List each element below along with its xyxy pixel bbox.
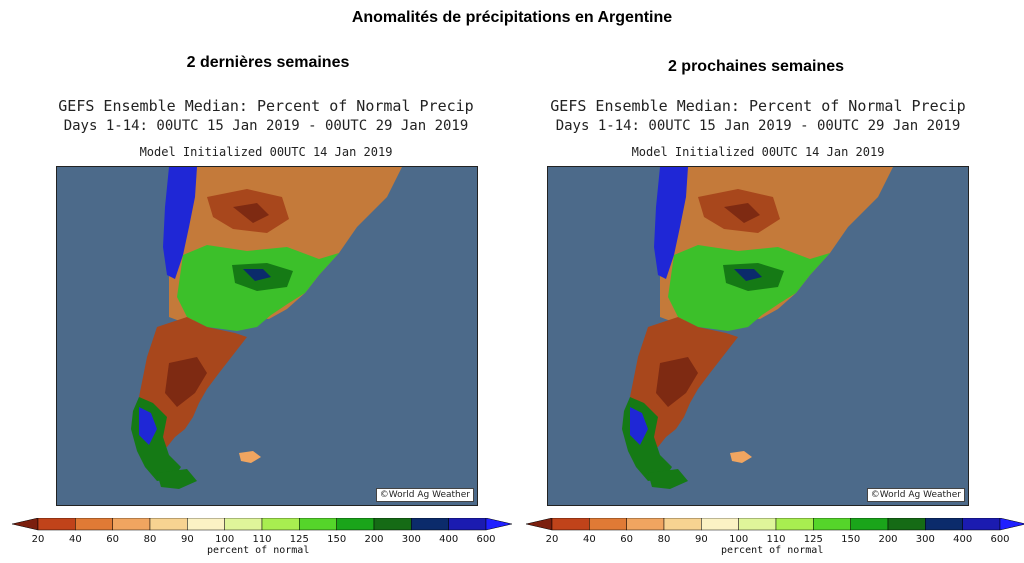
colorbar-band [261, 517, 300, 531]
colorbar-band [626, 517, 665, 531]
colorbar-band [448, 517, 487, 531]
colorbar-band [37, 517, 76, 531]
legend-tick-label: 600 [990, 534, 1010, 545]
colorbar-band [663, 517, 702, 531]
legend-tick-label: 400 [439, 534, 459, 545]
map-drawing [548, 167, 968, 505]
colorbar-band [589, 517, 627, 531]
colorbar-band [813, 517, 851, 531]
precip-anomaly-map: ©World Ag Weather [547, 166, 969, 506]
colorbar-band [850, 517, 889, 531]
legend-tick-label: 200 [364, 534, 384, 545]
legend-tick-label: 600 [476, 534, 496, 545]
colorbar [525, 517, 1024, 531]
legend-tick-label: 90 [180, 534, 194, 545]
legend-tick-label: 60 [620, 534, 634, 545]
panel-heading: 2 dernières semaines [186, 54, 350, 71]
legend-tick-label: 20 [31, 534, 45, 545]
legend-tick-label: 125 [803, 534, 823, 545]
legend-tick-label: 150 [327, 534, 347, 545]
colorbar-band [925, 517, 963, 531]
colorbar-band [336, 517, 375, 531]
map-credit: ©World Ag Weather [866, 488, 965, 502]
legend-tick-label: 150 [841, 534, 861, 545]
colorbar [11, 517, 513, 531]
panel-heading: 2 prochaines semaines [667, 58, 845, 75]
legend-tick-label: 125 [289, 534, 309, 545]
map-title: GEFS Ensemble Median: Percent of Normal … [58, 97, 474, 115]
legend-tick-label: 300 [915, 534, 935, 545]
map-credit: ©World Ag Weather [375, 488, 474, 502]
colorbar-bands [37, 517, 487, 531]
colorbar-band [738, 517, 777, 531]
map-subtitle: Days 1-14: 00UTC 15 Jan 2019 - 00UTC 29 … [555, 118, 961, 134]
map-title: GEFS Ensemble Median: Percent of Normal … [550, 97, 966, 115]
colorbar-band [299, 517, 337, 531]
colorbar-band [411, 517, 449, 531]
legend-tick-label: 20 [545, 534, 559, 545]
panel-last-two-weeks: 2 dernières semaines GEFS Ensemble Media… [11, 54, 513, 558]
legend-colorbar: 20 40 60 80 90 100 110 125 150 200 300 400 600 perce… [11, 517, 513, 558]
colorbar-band [701, 517, 739, 531]
legend-tick-label: 400 [953, 534, 973, 545]
legend-colorbar: 20 40 60 80 90 100 110 125 150 200 300 400 600 perce… [525, 517, 1024, 558]
legend-tick-label: 80 [143, 534, 157, 545]
colorbar-band [962, 517, 1001, 531]
legend-tick-label: 100 [215, 534, 235, 545]
colorbar-bands [551, 517, 1001, 531]
colorbar-band [551, 517, 590, 531]
legend-tick-label: 80 [657, 534, 671, 545]
colorbar-band [112, 517, 151, 531]
legend-tick-label: 300 [401, 534, 421, 545]
precip-anomaly-map: ©World Ag Weather [56, 166, 478, 506]
legend-tick-label: 200 [878, 534, 898, 545]
colorbar-band [887, 517, 926, 531]
colorbar-band [75, 517, 113, 531]
legend-unit: percent of normal [207, 545, 310, 556]
map-drawing [57, 167, 477, 505]
legend-tick-label: 100 [729, 534, 749, 545]
legend-tick-label: 110 [766, 534, 786, 545]
legend-tick-label: 60 [106, 534, 120, 545]
panel-next-two-weeks: 2 prochaines semaines GEFS Ensemble Medi… [490, 0, 1024, 563]
legend-tick-label: 90 [694, 534, 708, 545]
colorbar-band [187, 517, 225, 531]
map-init-date: Model Initialized 00UTC 14 Jan 2019 [631, 145, 885, 159]
colorbar-band [775, 517, 814, 531]
map-subtitle: Days 1-14: 00UTC 15 Jan 2019 - 00UTC 29 … [63, 118, 469, 134]
legend-unit: percent of normal [721, 545, 824, 556]
map-init-date: Model Initialized 00UTC 14 Jan 2019 [139, 145, 393, 159]
colorbar-band [224, 517, 263, 531]
legend-tick-label: 110 [252, 534, 272, 545]
legend-tick-label: 40 [68, 534, 82, 545]
legend-tick-label: 40 [582, 534, 596, 545]
colorbar-band [149, 517, 188, 531]
page-title: Anomalités de précipitations en Argentin… [351, 9, 673, 26]
colorbar-band [373, 517, 412, 531]
